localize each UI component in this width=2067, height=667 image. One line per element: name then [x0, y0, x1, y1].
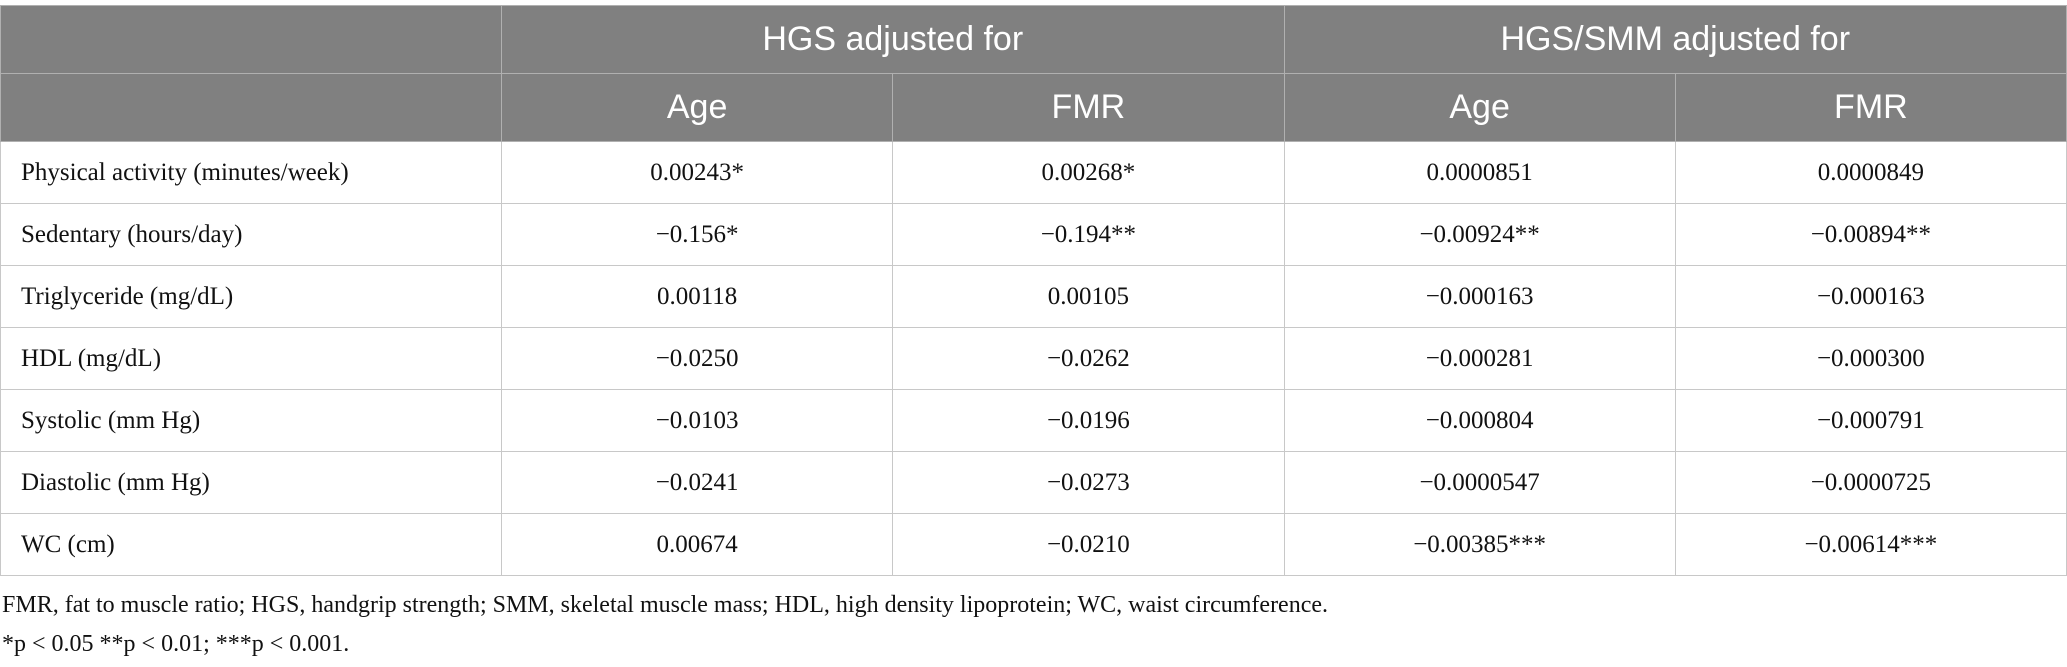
table-row: HDL (mg/dL) −0.0250 −0.0262 −0.000281 −0.000… — [0, 327, 2067, 390]
cell: −0.0196 — [892, 389, 1285, 452]
cell: 0.0000851 — [1283, 141, 1676, 204]
cell: 0.0000849 — [1674, 141, 2067, 204]
cell: −0.00894** — [1674, 203, 2067, 266]
group-header: HGS adjusted for — [501, 5, 1285, 74]
row-label: Diastolic (mm Hg) — [0, 451, 502, 514]
cell: −0.0103 — [500, 389, 894, 452]
cell: 0.00268* — [892, 141, 1285, 204]
cell: −0.000163 — [1283, 265, 1676, 328]
cell: −0.000791 — [1674, 389, 2067, 452]
cell: −0.0241 — [500, 451, 894, 514]
header-row: Age FMR Age FMR — [0, 73, 2067, 142]
header-row: HGS adjusted for HGS/SMM adjusted for — [0, 5, 2067, 74]
footnotes: FMR, fat to muscle ratio; HGS, handgrip … — [0, 586, 2067, 664]
table-row: Triglyceride (mg/dL) 0.00118 0.00105 −0.000… — [0, 265, 2067, 328]
row-label: Systolic (mm Hg) — [0, 389, 502, 452]
group-header: HGS/SMM adjusted for — [1283, 5, 2067, 74]
cell: −0.0262 — [892, 327, 1285, 390]
cell: −0.0250 — [500, 327, 894, 390]
cell: 0.00105 — [892, 265, 1285, 328]
footnote: *p < 0.05 **p < 0.01; ***p < 0.001. — [2, 631, 350, 657]
cell: −0.0000725 — [1674, 451, 2067, 514]
sub-header: Age — [500, 73, 894, 142]
cell: −0.000300 — [1674, 327, 2067, 390]
table-row: Physical activity (minutes/week) 0.00243*… — [0, 141, 2067, 204]
cell: −0.0273 — [892, 451, 1285, 514]
row-label: Sedentary (hours/day) — [0, 203, 502, 266]
cell: −0.000163 — [1674, 265, 2067, 328]
row-label: Physical activity (minutes/week) — [0, 141, 502, 204]
table-row: Systolic (mm Hg) −0.0103 −0.0196 −0.000804−… — [0, 389, 2067, 452]
cell: −0.194** — [892, 203, 1285, 266]
header-cell — [0, 5, 502, 74]
cell: 0.00118 — [500, 265, 894, 328]
header-cell — [0, 73, 502, 142]
row-label: HDL (mg/dL) — [0, 327, 502, 390]
table-row: Sedentary (hours/day) −0.156* −0.194** −0.0… — [0, 203, 2067, 266]
cell: −0.0000547 — [1283, 451, 1676, 514]
cell: −0.156* — [500, 203, 894, 266]
cell: −0.000281 — [1283, 327, 1676, 390]
row-label: WC (cm) — [0, 513, 502, 576]
row-label: Triglyceride (mg/dL) — [0, 265, 502, 328]
cell: −0.00385*** — [1283, 513, 1676, 576]
cell: −0.00614*** — [1674, 513, 2067, 576]
data-table: HGS adjusted for HGS/SMM adjusted for Age F… — [0, 5, 2067, 576]
table-row: Diastolic (mm Hg) −0.0241 −0.0273 −0.000054… — [0, 451, 2067, 514]
cell: 0.00674 — [500, 513, 894, 576]
cell: −0.0210 — [892, 513, 1285, 576]
sub-header: Age — [1283, 73, 1676, 142]
cell: 0.00243* — [500, 141, 894, 204]
sub-header: FMR — [1674, 73, 2067, 142]
cell: −0.00924** — [1283, 203, 1676, 266]
sub-header: FMR — [892, 73, 1285, 142]
page: HGS adjusted for HGS/SMM adjusted for Age F… — [0, 5, 2067, 667]
cell: −0.000804 — [1283, 389, 1676, 452]
footnote: FMR, fat to muscle ratio; HGS, handgrip … — [2, 592, 1329, 618]
table-row: WC (cm) 0.00674 −0.0210 −0.00385*** −0.00614… — [0, 513, 2067, 576]
